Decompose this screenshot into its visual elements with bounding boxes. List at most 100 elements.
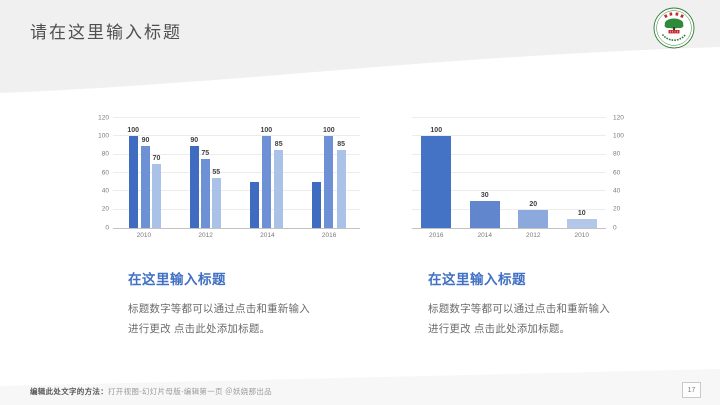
logo-banner-marks <box>669 30 678 33</box>
y-tick-label: 60 <box>613 168 621 176</box>
bar-slot: 90 <box>141 136 151 228</box>
bar-slot: 90 <box>189 136 199 228</box>
bar-group: 10 <box>566 209 597 228</box>
caption-body[interactable]: 标题数字等都可以通过点击和重新输入 进行更改 点击此处添加标题。 <box>128 299 378 339</box>
slide-title[interactable]: 请在这里输入标题 <box>30 23 182 42</box>
bar <box>261 136 271 228</box>
bar <box>311 182 321 228</box>
value-label: 100 <box>127 127 140 135</box>
category-axis: 2016 2014 2012 2010 <box>412 229 606 239</box>
category-axis: 2010 2012 2014 2016 <box>113 229 360 239</box>
bar-slot <box>311 172 321 228</box>
gridline <box>113 208 360 210</box>
gridline <box>113 135 360 137</box>
gridline <box>113 153 360 155</box>
gridline <box>412 172 606 173</box>
caption-body-line1: 标题数字等都可以通过点击和重新输入 <box>128 303 310 315</box>
bar-group: 20 <box>518 200 549 228</box>
plot-area: 100 90 70 90 75 55 100 85 100 85 <box>113 117 360 229</box>
gridline <box>412 208 606 210</box>
y-axis: 0 20 40 60 80 100 120 <box>98 113 113 230</box>
bar-slot: 100 <box>127 126 139 228</box>
value-label: 100 <box>322 127 335 135</box>
value-label: 100 <box>430 127 443 135</box>
category-label: 2010 <box>136 232 152 239</box>
value-label: 30 <box>480 191 489 199</box>
caption-heading[interactable]: 在这里输入标题 <box>128 272 226 287</box>
bar-slot: 55 <box>211 168 221 228</box>
value-label: 90 <box>190 136 199 144</box>
y-tick-label: 0 <box>105 223 109 231</box>
bar-slot: 30 <box>469 191 500 228</box>
bar <box>211 177 221 228</box>
footer-wedge-shape <box>0 369 720 405</box>
gridline <box>412 117 606 118</box>
gridline <box>113 117 360 118</box>
y-tick-label: 120 <box>98 113 109 121</box>
bar-slot: 70 <box>152 154 162 228</box>
bar-group: 100 85 <box>311 126 346 228</box>
category-label: 2010 <box>574 232 589 239</box>
caption-section-right: 在这里输入标题 标题数字等都可以通过点击和重新输入 进行更改 点击此处添加标题。 <box>428 268 678 339</box>
category-label: 2012 <box>198 232 213 239</box>
gridline <box>113 172 360 173</box>
bar-group: 100 90 70 <box>127 126 162 228</box>
caption-section-left: 在这里输入标题 标题数字等都可以通过点击和重新输入 进行更改 点击此处添加标题。 <box>128 268 378 339</box>
plot-column: 100 30 20 10 2016 2014 2012 2010 <box>412 117 606 239</box>
bar-slot <box>249 172 259 228</box>
caption-heading[interactable]: 在这里输入标题 <box>428 272 526 287</box>
footer-note-bold: 编辑此处文字的方法： <box>30 387 108 396</box>
y-tick-label: 40 <box>101 187 109 195</box>
bar-slot: 75 <box>200 149 210 228</box>
y-tick-label: 40 <box>613 187 621 195</box>
bar <box>518 209 549 228</box>
y-tick-label: 20 <box>613 205 621 213</box>
bar <box>566 218 597 228</box>
plot-area: 100 30 20 10 <box>412 117 606 229</box>
bar <box>324 136 334 228</box>
value-label: 20 <box>529 200 538 208</box>
y-tick-label: 100 <box>613 132 624 140</box>
university-logo <box>653 7 695 49</box>
logo-red-banner <box>668 30 680 34</box>
bar-slot: 10 <box>566 209 597 228</box>
bar <box>200 159 210 228</box>
single-series-bar-chart: 100 30 20 10 2016 2014 2012 2010 0 20 40 60 80 100 120 <box>412 113 630 248</box>
caption-body-line1: 标题数字等都可以通过点击和重新输入 <box>428 303 610 315</box>
y-tick-label: 120 <box>613 113 624 121</box>
value-label: 70 <box>152 154 161 162</box>
value-label: 10 <box>577 209 586 217</box>
value-label: 90 <box>141 136 150 144</box>
page-number: 17 <box>682 382 701 398</box>
bar-group: 100 85 <box>249 126 284 228</box>
bar-slot: 100 <box>260 126 273 228</box>
caption-body-line2: 进行更改 点击此处添加标题。 <box>428 323 571 335</box>
gridline <box>412 153 606 155</box>
bar <box>421 136 452 228</box>
category-label: 2014 <box>477 232 492 239</box>
bar <box>249 182 259 228</box>
y-tick-label: 0 <box>613 223 617 231</box>
bar-groups: 100 90 70 90 75 55 100 85 100 85 <box>113 118 360 228</box>
plot-column: 100 90 70 90 75 55 100 85 100 85 2010 2012 2014 2016 <box>113 117 360 239</box>
value-label: 100 <box>260 127 273 135</box>
gridline <box>113 190 360 192</box>
bar <box>469 200 500 228</box>
caption-body[interactable]: 标题数字等都可以通过点击和重新输入 进行更改 点击此处添加标题。 <box>428 299 678 339</box>
value-label: 75 <box>201 150 210 158</box>
bar <box>274 150 284 228</box>
y-tick-label: 80 <box>613 150 621 158</box>
bar-group: 90 75 55 <box>189 136 221 228</box>
category-label: 2016 <box>321 232 337 239</box>
chart-body: 0 20 40 60 80 100 120 100 90 70 90 75 55 100 85 100 85 20… <box>98 113 360 239</box>
value-label: 55 <box>212 168 221 176</box>
logo-tree <box>664 18 684 31</box>
bar-group: 100 <box>421 126 452 228</box>
bar <box>336 150 346 228</box>
y-tick-label: 20 <box>101 205 109 213</box>
bar <box>128 136 138 228</box>
y-tick-label: 60 <box>101 168 109 176</box>
bar-slot: 20 <box>518 200 549 228</box>
bar <box>141 145 151 228</box>
